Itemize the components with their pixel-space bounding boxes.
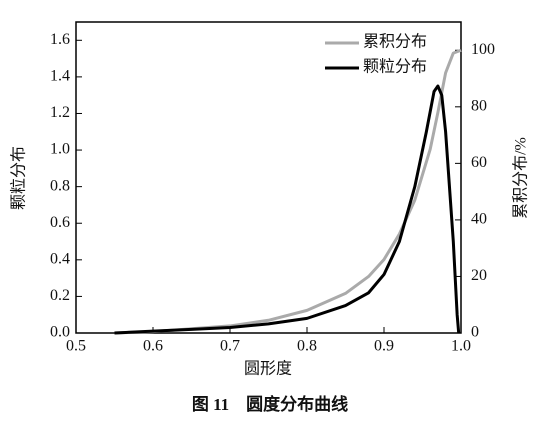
y-tick-label: 0.6 — [50, 214, 70, 231]
y-tick-label: 1.4 — [50, 68, 70, 85]
series-line — [114, 48, 462, 335]
x-tick-label: 1.0 — [451, 338, 471, 355]
y-tick-label: 1.6 — [50, 31, 70, 48]
y-tick-label: 0.8 — [50, 177, 70, 194]
x-tick-label: 0.8 — [297, 338, 317, 355]
y-axis-label: 颗粒分布 — [10, 146, 28, 210]
y2-tick-label: 40 — [471, 211, 487, 228]
plot-frame — [75, 21, 462, 334]
y2-tick-label: 60 — [471, 154, 487, 171]
y2-tick-label: 20 — [471, 267, 487, 284]
y-tick-label: 0.0 — [50, 324, 70, 341]
y-tick-label: 0.2 — [50, 287, 70, 304]
x-tick-label: 0.6 — [143, 338, 163, 355]
x-tick-label: 0.5 — [66, 338, 86, 355]
x-axis-label: 圆形度 — [244, 360, 292, 378]
y-tick-label: 1.0 — [50, 141, 70, 158]
y2-tick-label: 100 — [471, 41, 495, 58]
y2-tick-label: 0 — [471, 324, 479, 341]
series-line — [114, 84, 461, 335]
caption: 图 11 圆度分布曲线 — [192, 394, 348, 414]
legend-label: 颗粒分布 — [363, 58, 427, 76]
y2-axis-label: 累积分布/% — [512, 137, 530, 219]
y-tick-label: 0.4 — [50, 250, 70, 267]
y-tick-label: 1.2 — [50, 104, 70, 121]
x-tick-label: 0.9 — [374, 338, 394, 355]
y2-tick-label: 80 — [471, 97, 487, 114]
legend-label: 累积分布 — [363, 33, 427, 51]
x-tick-label: 0.7 — [220, 338, 240, 355]
